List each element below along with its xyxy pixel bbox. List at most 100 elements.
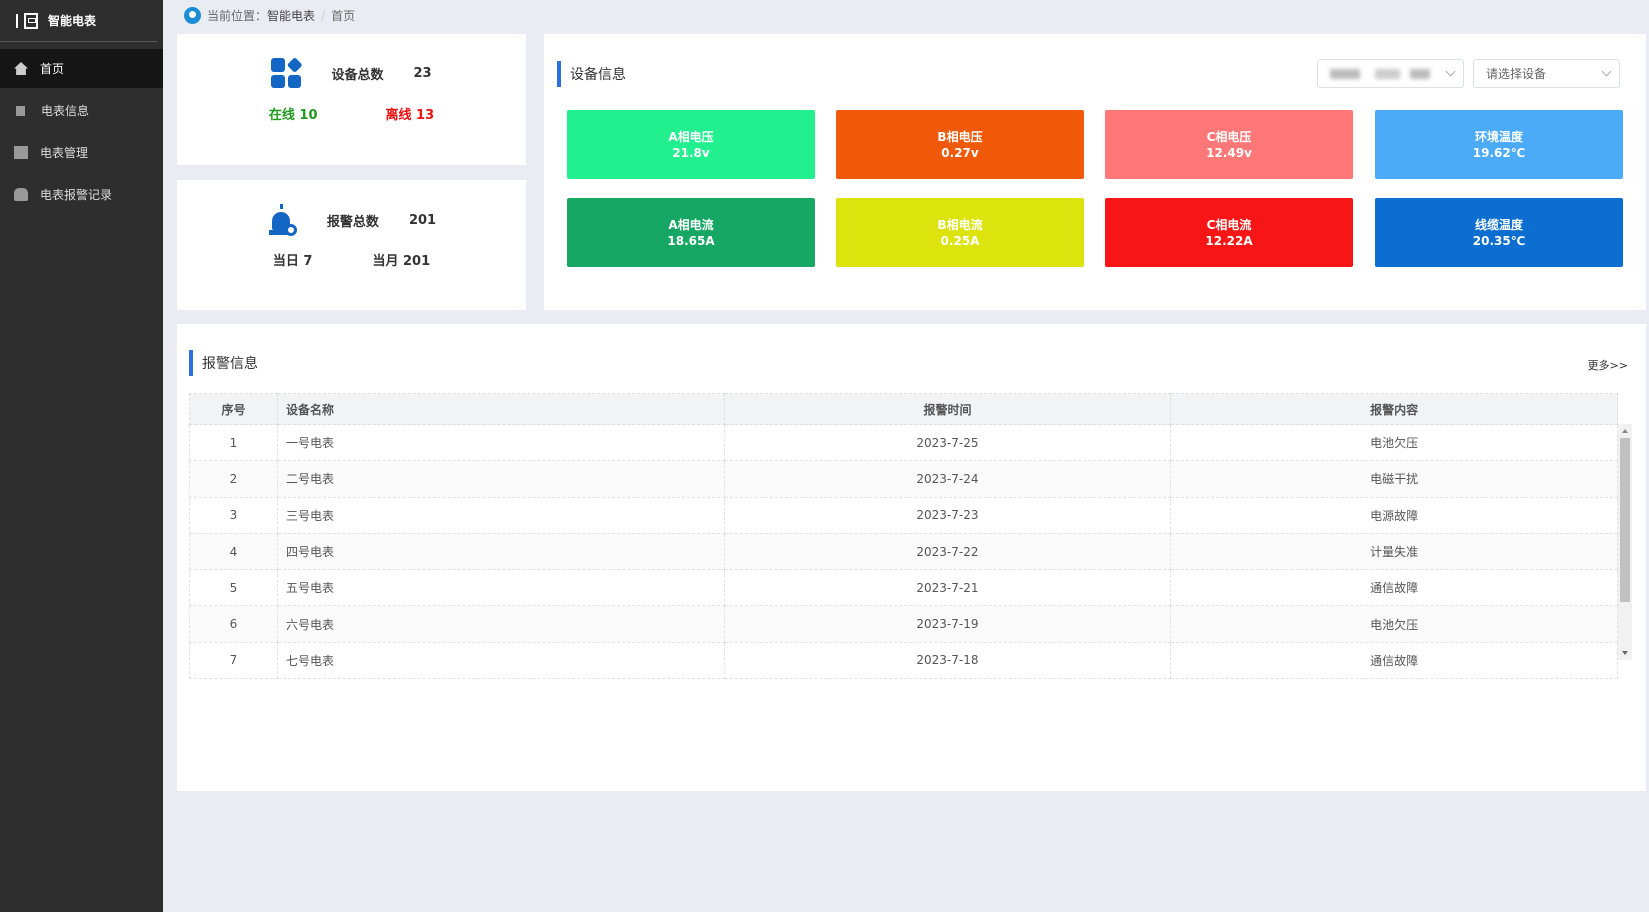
app-title: 智能电表 <box>48 14 97 28</box>
alarm-info-panel: 报警信息 更多>> 序号 设备名称 报警时间 报警内容 1 一号电表 2023-7-… <box>177 324 1646 791</box>
cell-alarm-content: 通信故障 <box>1170 569 1618 607</box>
col-header-alarm-content: 报警内容 <box>1170 393 1618 425</box>
cell-device-name: 六号电表 <box>276 605 725 643</box>
metric-label: 线缆温度 <box>1474 217 1523 232</box>
metric-tile: 环境温度 19.62℃ <box>1375 110 1623 179</box>
sidebar-item-label: 电表管理 <box>40 146 89 160</box>
cell-index: 7 <box>189 641 278 680</box>
sidebar-item-meter-info[interactable]: 电表信息 <box>0 91 163 130</box>
device-stats-card: 设备总数 23 在线 10 离线 13 <box>177 34 526 165</box>
cell-device-name: 二号电表 <box>276 460 725 498</box>
metric-tile: B相电压 0.27v <box>836 110 1084 179</box>
scroll-up-icon[interactable] <box>1622 429 1628 433</box>
more-link[interactable]: 更多>> <box>1587 359 1628 372</box>
location-pin-icon <box>184 7 201 24</box>
cell-device-name: 四号电表 <box>276 532 725 571</box>
cell-index: 1 <box>189 423 278 462</box>
metric-value: 0.25A <box>940 233 980 248</box>
alarm-total-value: 201 <box>408 212 437 228</box>
alarm-stats-card: 报警总数 201 当日 7 当月 201 <box>177 180 526 310</box>
metric-tile: A相电压 21.8v <box>567 110 815 179</box>
breadcrumb-parent[interactable]: 智能电表 <box>267 9 316 23</box>
table-row[interactable]: 6 六号电表 2023-7-19 电池欠压 <box>189 605 1618 643</box>
cell-alarm-time: 2023-7-22 <box>723 532 1172 571</box>
breadcrumb-prefix: 当前位置： <box>207 9 268 23</box>
sidebar: 智能电表 首页 电表信息 电表管理 电表报警记录 <box>0 0 163 912</box>
chevron-down-icon <box>1601 66 1612 77</box>
cell-alarm-content: 通信故障 <box>1170 641 1618 680</box>
metric-value: 20.35℃ <box>1472 233 1526 248</box>
table-row[interactable]: 7 七号电表 2023-7-18 通信故障 <box>189 641 1618 680</box>
cell-alarm-content: 电磁干扰 <box>1170 460 1618 498</box>
device-total-value: 23 <box>413 65 432 81</box>
device-select[interactable]: 请选择设备 <box>1473 59 1620 88</box>
meter-icon <box>16 105 25 116</box>
table-row[interactable]: 1 一号电表 2023-7-25 电池欠压 <box>189 423 1618 462</box>
table-row[interactable]: 5 五号电表 2023-7-21 通信故障 <box>189 569 1618 607</box>
device-total-label: 设备总数 <box>331 67 384 83</box>
breadcrumb: 当前位置：智能电表 / 首页 <box>184 7 355 24</box>
sidebar-item-label: 首页 <box>40 62 65 76</box>
chevron-down-icon <box>1445 66 1456 77</box>
breadcrumb-separator: / <box>321 8 326 23</box>
cell-device-name: 五号电表 <box>276 569 725 607</box>
meter-logo-icon <box>24 12 38 29</box>
metric-label: 环境温度 <box>1474 129 1523 144</box>
sidebar-item-alarm-records[interactable]: 电表报警记录 <box>0 175 163 214</box>
alarm-table: 序号 设备名称 报警时间 报警内容 1 一号电表 2023-7-25 电池欠压 2 二号电… <box>189 393 1618 680</box>
divider <box>16 13 18 28</box>
cell-device-name: 三号电表 <box>276 496 725 534</box>
metric-tile: B相电流 0.25A <box>836 198 1084 267</box>
calendar-icon <box>14 146 28 159</box>
sidebar-item-home[interactable]: 首页 <box>0 49 163 88</box>
cell-alarm-content: 计量失准 <box>1170 532 1618 571</box>
metric-label: A相电流 <box>668 217 714 232</box>
alarm-total-label: 报警总数 <box>326 214 379 230</box>
cell-alarm-content: 电池欠压 <box>1170 605 1618 643</box>
cell-alarm-time: 2023-7-21 <box>723 569 1172 607</box>
metric-label: A相电压 <box>668 129 714 144</box>
bug-icon <box>14 188 28 201</box>
online-count: 在线 10 <box>268 108 318 123</box>
breadcrumb-current: 首页 <box>331 9 356 23</box>
metric-label: B相电流 <box>937 217 983 232</box>
cell-alarm-time: 2023-7-24 <box>723 460 1172 498</box>
alarm-info-title: 报警信息 <box>189 350 258 376</box>
cell-alarm-time: 2023-7-23 <box>723 496 1172 534</box>
cell-index: 6 <box>189 605 278 643</box>
cell-index: 5 <box>189 569 278 607</box>
table-row[interactable]: 4 四号电表 2023-7-22 计量失准 <box>189 532 1618 571</box>
device-info-panel: 设备信息 请选择设备 A相电压 21.8v B相电压 0.27v C相电压 12.49v 环… <box>544 34 1646 310</box>
home-icon <box>14 62 28 75</box>
metric-tile: C相电压 12.49v <box>1105 110 1353 179</box>
cell-index: 3 <box>189 496 278 534</box>
cell-device-name: 七号电表 <box>276 641 725 680</box>
metric-value: 12.49v <box>1206 145 1252 160</box>
scroll-down-icon[interactable] <box>1622 651 1628 655</box>
app-brand: 智能电表 <box>0 0 157 42</box>
device-select-placeholder: 请选择设备 <box>1486 67 1547 81</box>
metric-tile: A相电流 18.65A <box>567 198 815 267</box>
metric-value: 21.8v <box>672 145 710 160</box>
table-row[interactable]: 3 三号电表 2023-7-23 电源故障 <box>189 496 1618 534</box>
table-row[interactable]: 2 二号电表 2023-7-24 电磁干扰 <box>189 460 1618 498</box>
table-scrollbar[interactable] <box>1618 424 1632 660</box>
col-header-device-name: 设备名称 <box>276 393 725 425</box>
apps-icon <box>271 57 303 88</box>
area-select[interactable] <box>1317 59 1464 88</box>
alarm-siren-icon <box>267 204 297 236</box>
sidebar-item-meter-manage[interactable]: 电表管理 <box>0 133 163 172</box>
cell-alarm-time: 2023-7-19 <box>723 605 1172 643</box>
blurred-value <box>1330 68 1430 79</box>
alarm-today: 当日 7 <box>272 254 313 269</box>
metric-tile: C相电流 12.22A <box>1105 198 1353 267</box>
cell-alarm-time: 2023-7-18 <box>723 641 1172 680</box>
cell-index: 4 <box>189 532 278 571</box>
scroll-thumb[interactable] <box>1620 438 1630 602</box>
metric-value: 0.27v <box>941 145 979 160</box>
metric-value: 18.65A <box>667 233 715 248</box>
sidebar-item-label: 电表报警记录 <box>40 188 113 202</box>
cell-alarm-time: 2023-7-25 <box>723 423 1172 462</box>
col-header-alarm-time: 报警时间 <box>723 393 1172 425</box>
cell-index: 2 <box>189 460 278 498</box>
